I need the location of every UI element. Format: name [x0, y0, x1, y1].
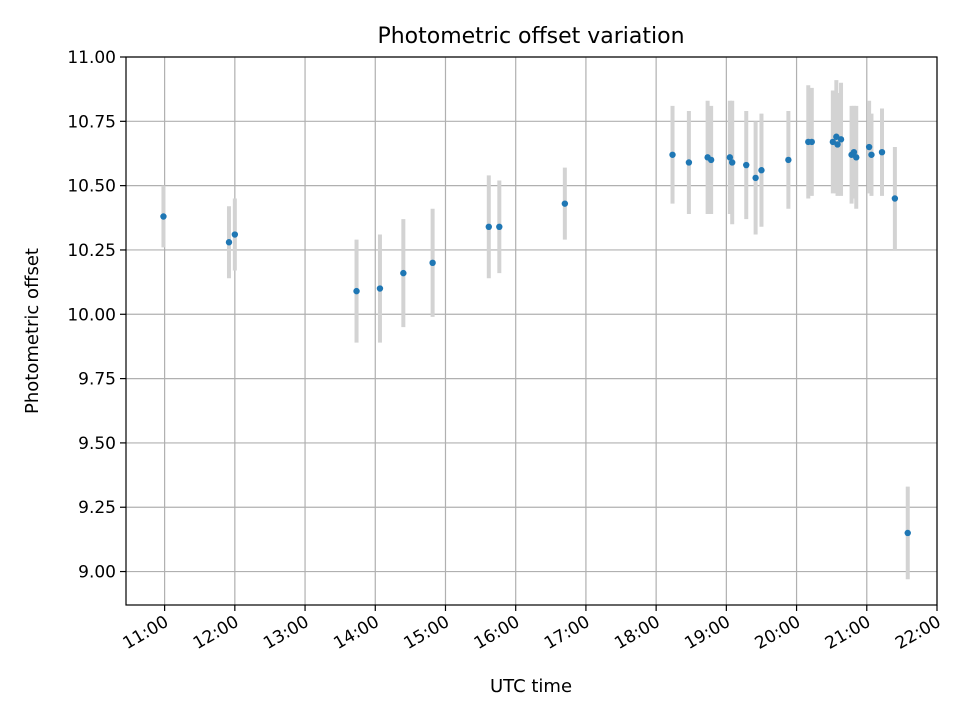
data-point	[853, 154, 860, 161]
data-point	[561, 200, 569, 207]
data-point	[904, 529, 911, 537]
data-point	[833, 133, 840, 140]
data-point	[743, 161, 750, 169]
plot-frame	[125, 56, 938, 606]
data-point	[485, 223, 492, 231]
y-axis-label: Photometric offset	[22, 248, 43, 414]
y-tick-label: 10.25	[67, 241, 116, 261]
y-tick-label: 9.25	[78, 498, 116, 518]
data-point	[785, 156, 792, 164]
data-point	[752, 174, 759, 182]
y-tick-label: 9.00	[78, 563, 116, 583]
data-point	[850, 148, 858, 156]
x-axis-label: UTC time	[490, 676, 572, 697]
data-point	[496, 223, 503, 231]
data-point	[707, 156, 715, 164]
data-point	[376, 285, 384, 292]
y-tick-label: 9.50	[78, 434, 116, 454]
data-point	[837, 136, 845, 143]
data-point	[231, 231, 239, 238]
chart-title: Photometric offset variation	[377, 24, 684, 49]
data-point	[758, 167, 765, 174]
data-point	[868, 151, 875, 158]
data-point	[400, 269, 407, 277]
y-axis-ticks: 9.00 9.25 9.50 9.75 10.00 10.25 10.50 10.75 11.0…	[67, 48, 126, 583]
data-point	[829, 138, 837, 146]
data-point	[834, 141, 841, 148]
data-point	[808, 138, 815, 146]
data-point	[726, 154, 734, 161]
data-point	[865, 143, 873, 151]
data-point	[160, 213, 167, 220]
data-point	[729, 159, 736, 166]
data-point	[669, 151, 676, 158]
y-tick-label: 10.75	[67, 112, 116, 132]
data-point	[878, 148, 886, 156]
y-tick-label: 10.00	[67, 305, 116, 325]
y-tick-label: 11.00	[67, 48, 116, 68]
data-point	[225, 239, 233, 246]
data-point	[353, 287, 360, 295]
y-tick-label: 9.75	[78, 370, 116, 390]
y-tick-label: 10.50	[67, 177, 116, 197]
data-point	[891, 195, 899, 202]
data-point	[685, 159, 693, 166]
data-point	[429, 259, 436, 267]
data-points	[160, 133, 911, 537]
